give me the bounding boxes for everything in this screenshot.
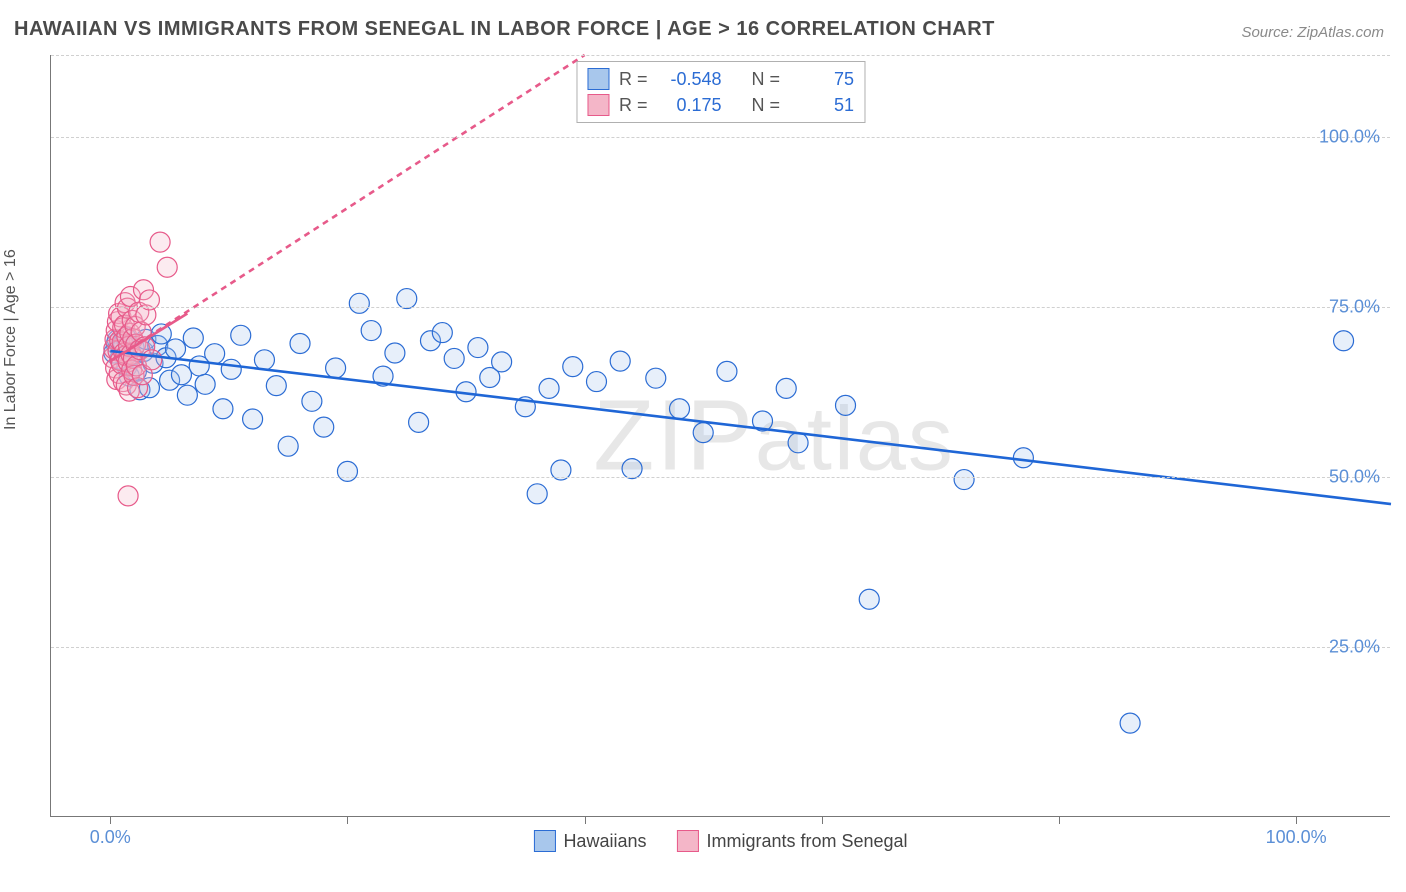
gridline-h	[51, 55, 1390, 56]
scatter-point	[669, 399, 689, 419]
plot-area: ZIPatlas R = -0.548 N = 75 R = 0.175 N =…	[50, 55, 1390, 817]
scatter-point	[1334, 331, 1354, 351]
x-tick	[585, 816, 586, 824]
scatter-point	[221, 359, 241, 379]
stat-row: R = -0.548 N = 75	[587, 66, 854, 92]
correlation-stat-box: R = -0.548 N = 75 R = 0.175 N = 51	[576, 61, 865, 123]
scatter-point	[397, 289, 417, 309]
scatter-point	[177, 385, 197, 405]
scatter-point	[859, 589, 879, 609]
trend-line	[110, 55, 584, 361]
gridline-h	[51, 307, 1390, 308]
x-tick-label: 100.0%	[1266, 827, 1327, 848]
scatter-point	[290, 333, 310, 353]
scatter-point	[213, 399, 233, 419]
stat-label-R: R =	[619, 69, 648, 90]
swatch-senegal	[676, 830, 698, 852]
scatter-point	[954, 470, 974, 490]
legend-item-hawaiians: Hawaiians	[533, 830, 646, 852]
gridline-h	[51, 647, 1390, 648]
scatter-point	[717, 361, 737, 381]
scatter-point	[361, 321, 381, 341]
swatch-series-2	[587, 94, 609, 116]
scatter-point	[326, 358, 346, 378]
scatter-point	[468, 338, 488, 358]
scatter-point	[314, 417, 334, 437]
scatter-point	[432, 323, 452, 343]
swatch-series-1	[587, 68, 609, 90]
legend-item-senegal: Immigrants from Senegal	[676, 830, 907, 852]
scatter-point	[195, 374, 215, 394]
y-tick-label: 50.0%	[1329, 466, 1380, 487]
scatter-point	[776, 378, 796, 398]
scatter-point	[527, 484, 547, 504]
scatter-point	[610, 351, 630, 371]
scatter-point	[492, 352, 512, 372]
stat-label-N: N =	[752, 69, 781, 90]
scatter-point	[266, 376, 286, 396]
stat-label-N: N =	[752, 95, 781, 116]
gridline-h	[51, 137, 1390, 138]
scatter-point	[254, 350, 274, 370]
scatter-point	[171, 365, 191, 385]
scatter-point	[302, 391, 322, 411]
scatter-point	[385, 343, 405, 363]
scatter-point	[166, 339, 186, 359]
stat-R-2: 0.175	[658, 95, 722, 116]
scatter-point	[444, 348, 464, 368]
scatter-point	[693, 423, 713, 443]
scatter-point	[1120, 713, 1140, 733]
scatter-point	[586, 372, 606, 392]
scatter-point	[118, 486, 138, 506]
y-axis-label: In Labor Force | Age > 16	[2, 249, 20, 430]
scatter-point	[243, 409, 263, 429]
x-tick-label: 0.0%	[90, 827, 131, 848]
legend-label: Immigrants from Senegal	[706, 831, 907, 852]
scatter-point	[183, 328, 203, 348]
scatter-point	[563, 357, 583, 377]
chart-title: HAWAIIAN VS IMMIGRANTS FROM SENEGAL IN L…	[14, 18, 995, 41]
scatter-point	[231, 325, 251, 345]
trend-line	[110, 351, 1391, 504]
scatter-point	[205, 344, 225, 364]
legend-label: Hawaiians	[563, 831, 646, 852]
scatter-point	[337, 461, 357, 481]
scatter-point	[349, 293, 369, 313]
scatter-point	[788, 433, 808, 453]
scatter-point	[150, 232, 170, 252]
x-tick	[822, 816, 823, 824]
y-tick-label: 75.0%	[1329, 296, 1380, 317]
stat-N-1: 75	[790, 69, 854, 90]
scatter-point	[646, 368, 666, 388]
stat-label-R: R =	[619, 95, 648, 116]
x-tick	[1296, 816, 1297, 824]
stat-N-2: 51	[790, 95, 854, 116]
legend-bottom: Hawaiians Immigrants from Senegal	[533, 830, 907, 852]
scatter-point	[836, 395, 856, 415]
scatter-point	[142, 350, 162, 370]
gridline-h	[51, 477, 1390, 478]
scatter-point	[539, 378, 559, 398]
x-tick	[110, 816, 111, 824]
chart-svg	[51, 55, 1390, 816]
stat-row: R = 0.175 N = 51	[587, 92, 854, 118]
scatter-point	[157, 257, 177, 277]
scatter-point	[278, 436, 298, 456]
scatter-point	[1013, 448, 1033, 468]
scatter-point	[622, 459, 642, 479]
source-label: Source: ZipAtlas.com	[1241, 24, 1384, 41]
scatter-point	[409, 412, 429, 432]
y-tick-label: 100.0%	[1319, 126, 1380, 147]
x-tick	[347, 816, 348, 824]
y-tick-label: 25.0%	[1329, 636, 1380, 657]
stat-R-1: -0.548	[658, 69, 722, 90]
x-tick	[1059, 816, 1060, 824]
swatch-hawaiians	[533, 830, 555, 852]
